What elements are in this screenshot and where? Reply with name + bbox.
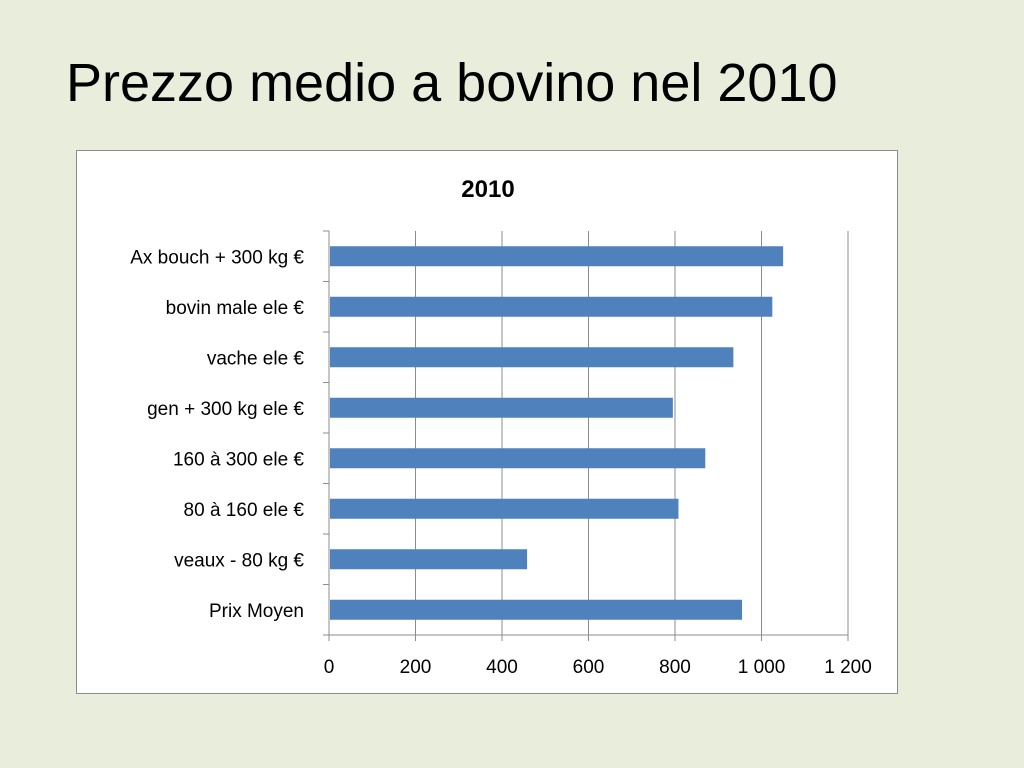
- x-tick-label: 0: [324, 657, 335, 678]
- chart-title: 2010: [461, 176, 514, 203]
- category-labels: Ax bouch + 300 kg € bovin male ele € vache…: [130, 247, 304, 622]
- axes: [323, 230, 849, 641]
- category-label: bovin male ele €: [166, 298, 305, 319]
- bar-chart: 2010 Ax bouch + 300 kg € bovin male ele €…: [130, 176, 872, 678]
- slide-title: Prezzo medio a bovino nel 2010: [66, 53, 838, 113]
- category-label: Ax bouch + 300 kg €: [130, 247, 304, 268]
- category-label: veaux - 80 kg €: [174, 550, 304, 571]
- chart-frame: 2010 Ax bouch + 300 kg € bovin male ele €…: [76, 150, 898, 694]
- x-tick-label: 200: [400, 657, 432, 678]
- category-label: 160 à 300 ele €: [173, 449, 304, 470]
- bars: [330, 246, 784, 620]
- bar: [330, 296, 773, 317]
- category-label: vache ele €: [207, 348, 305, 369]
- category-label: 80 à 160 ele €: [184, 500, 305, 521]
- bar: [330, 246, 784, 267]
- x-tick-label: 600: [573, 657, 605, 678]
- bar: [330, 448, 706, 469]
- bar: [330, 397, 673, 418]
- category-label: gen + 300 kg ele €: [147, 399, 304, 420]
- gridlines: [415, 231, 849, 635]
- bar: [330, 498, 679, 519]
- bar: [330, 347, 734, 368]
- bar: [330, 599, 743, 620]
- x-tick-label: 400: [486, 657, 518, 678]
- x-tick-label: 1 000: [738, 657, 786, 678]
- x-tick-label: 800: [659, 657, 691, 678]
- bar: [330, 549, 528, 570]
- x-tick-label: 1 200: [824, 657, 872, 678]
- tick-labels: 0 200 400 600 800 1 000 1 200: [324, 657, 872, 678]
- category-label: Prix Moyen: [209, 601, 304, 622]
